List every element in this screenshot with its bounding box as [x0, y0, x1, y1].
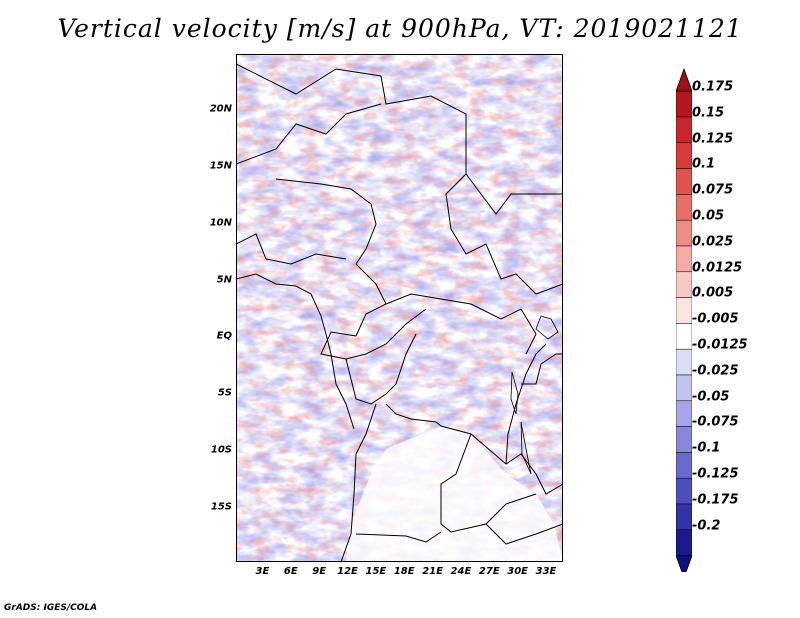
- colorbar-tick-label: -0.175: [692, 492, 739, 508]
- colorbar-segment: [676, 194, 692, 221]
- colorbar-segment: [676, 503, 692, 531]
- lat-tick-label: 5N: [216, 274, 232, 286]
- colorbar-segment: [676, 348, 692, 376]
- colorbar-segment: [676, 219, 692, 247]
- colorbar-tick-label: -0.0125: [692, 337, 748, 353]
- colorbar-tick-label: -0.005: [692, 311, 739, 327]
- lon-tick-label: 9E: [312, 566, 327, 577]
- dry-southern-region: [346, 426, 563, 562]
- colorbar-segment: [676, 245, 692, 273]
- chart-title: Vertical velocity [m/s] at 900hPa, VT: 2…: [57, 14, 743, 43]
- lon-tick-label: 21E: [422, 566, 443, 577]
- colorbar-top-arrow: [676, 68, 692, 92]
- colorbar-tick-label: -0.075: [692, 414, 739, 430]
- colorbar: [676, 68, 692, 573]
- lat-tick-label: 10N: [209, 217, 232, 229]
- coastline: [236, 273, 355, 430]
- colorbar-tick-label: 0.125: [692, 131, 734, 147]
- colorbar-tick-label: 0.1: [692, 156, 716, 172]
- colorbar-segment: [676, 400, 692, 427]
- lat-tick-label: 10S: [210, 444, 232, 456]
- colorbar-segment: [676, 142, 692, 169]
- colorbar-segment: [676, 374, 692, 402]
- colorbar-tick-label: -0.025: [692, 363, 739, 379]
- map-panel: 20N 15N 10N 5N EQ 5S 10S 15S 3E 6E 9E 12E 15E 18E 21E…: [210, 54, 563, 577]
- lat-tick-label: EQ: [216, 330, 232, 342]
- country-borders: [236, 63, 563, 562]
- lon-tick-label: 24E: [450, 566, 472, 577]
- colorbar-segment: [676, 168, 692, 195]
- grads-credit: GrADS: IGES/COLA: [4, 603, 98, 613]
- colorbar-segment: [676, 426, 692, 453]
- colorbar-tick-label: 0.025: [692, 234, 734, 250]
- colorbar-segment: [676, 116, 692, 144]
- lon-tick-label: 6E: [283, 566, 298, 577]
- lon-tick-label: 27E: [478, 566, 500, 577]
- colorbar-segment: [676, 271, 692, 298]
- lat-tick-label: 15S: [210, 501, 232, 513]
- lat-tick-label: 20N: [209, 103, 232, 115]
- colorbar-tick-label: -0.2: [692, 518, 721, 534]
- lon-tick-label: 12E: [337, 566, 358, 577]
- lat-tick-label: 15N: [209, 160, 232, 172]
- lon-tick-label: 18E: [393, 566, 415, 577]
- colorbar-segment: [676, 529, 692, 556]
- colorbar-tick-label: 0.175: [692, 79, 734, 95]
- lon-tick-label: 33E: [535, 566, 557, 577]
- colorbar-tick-label: 0.005: [692, 285, 734, 301]
- colorbar-tick-label: -0.05: [692, 389, 730, 405]
- lat-tick-label: 5S: [217, 387, 232, 399]
- colorbar-tick-label: -0.125: [692, 466, 739, 482]
- latitude-axis: 20N 15N 10N 5N EQ 5S 10S 15S: [196, 54, 232, 562]
- colorbar-tick-label: 0.0125: [692, 260, 743, 276]
- colorbar-bottom-arrow: [676, 555, 692, 573]
- lon-tick-label: 15E: [365, 566, 387, 577]
- velocity-field-map: [236, 54, 563, 562]
- lake-outlines: [510, 315, 559, 475]
- map-frame: [236, 54, 563, 562]
- colorbar-tick-label: 0.15: [692, 105, 725, 121]
- colorbar-segment: [676, 477, 692, 505]
- colorbar-segment: [676, 323, 692, 350]
- lon-tick-label: 3E: [255, 566, 270, 577]
- colorbar-segment: [676, 297, 692, 324]
- lon-tick-label: 30E: [507, 566, 528, 577]
- longitude-axis: 3E 6E 9E 12E 15E 18E 21E 24E 27E 30E 33E: [236, 566, 563, 580]
- colorbar-segment: [676, 90, 692, 118]
- colorbar-tick-label: 0.05: [692, 208, 725, 224]
- colorbar-tick-label: 0.075: [692, 182, 734, 198]
- colorbar-segment: [676, 452, 692, 479]
- colorbar-tick-label: -0.1: [692, 440, 721, 456]
